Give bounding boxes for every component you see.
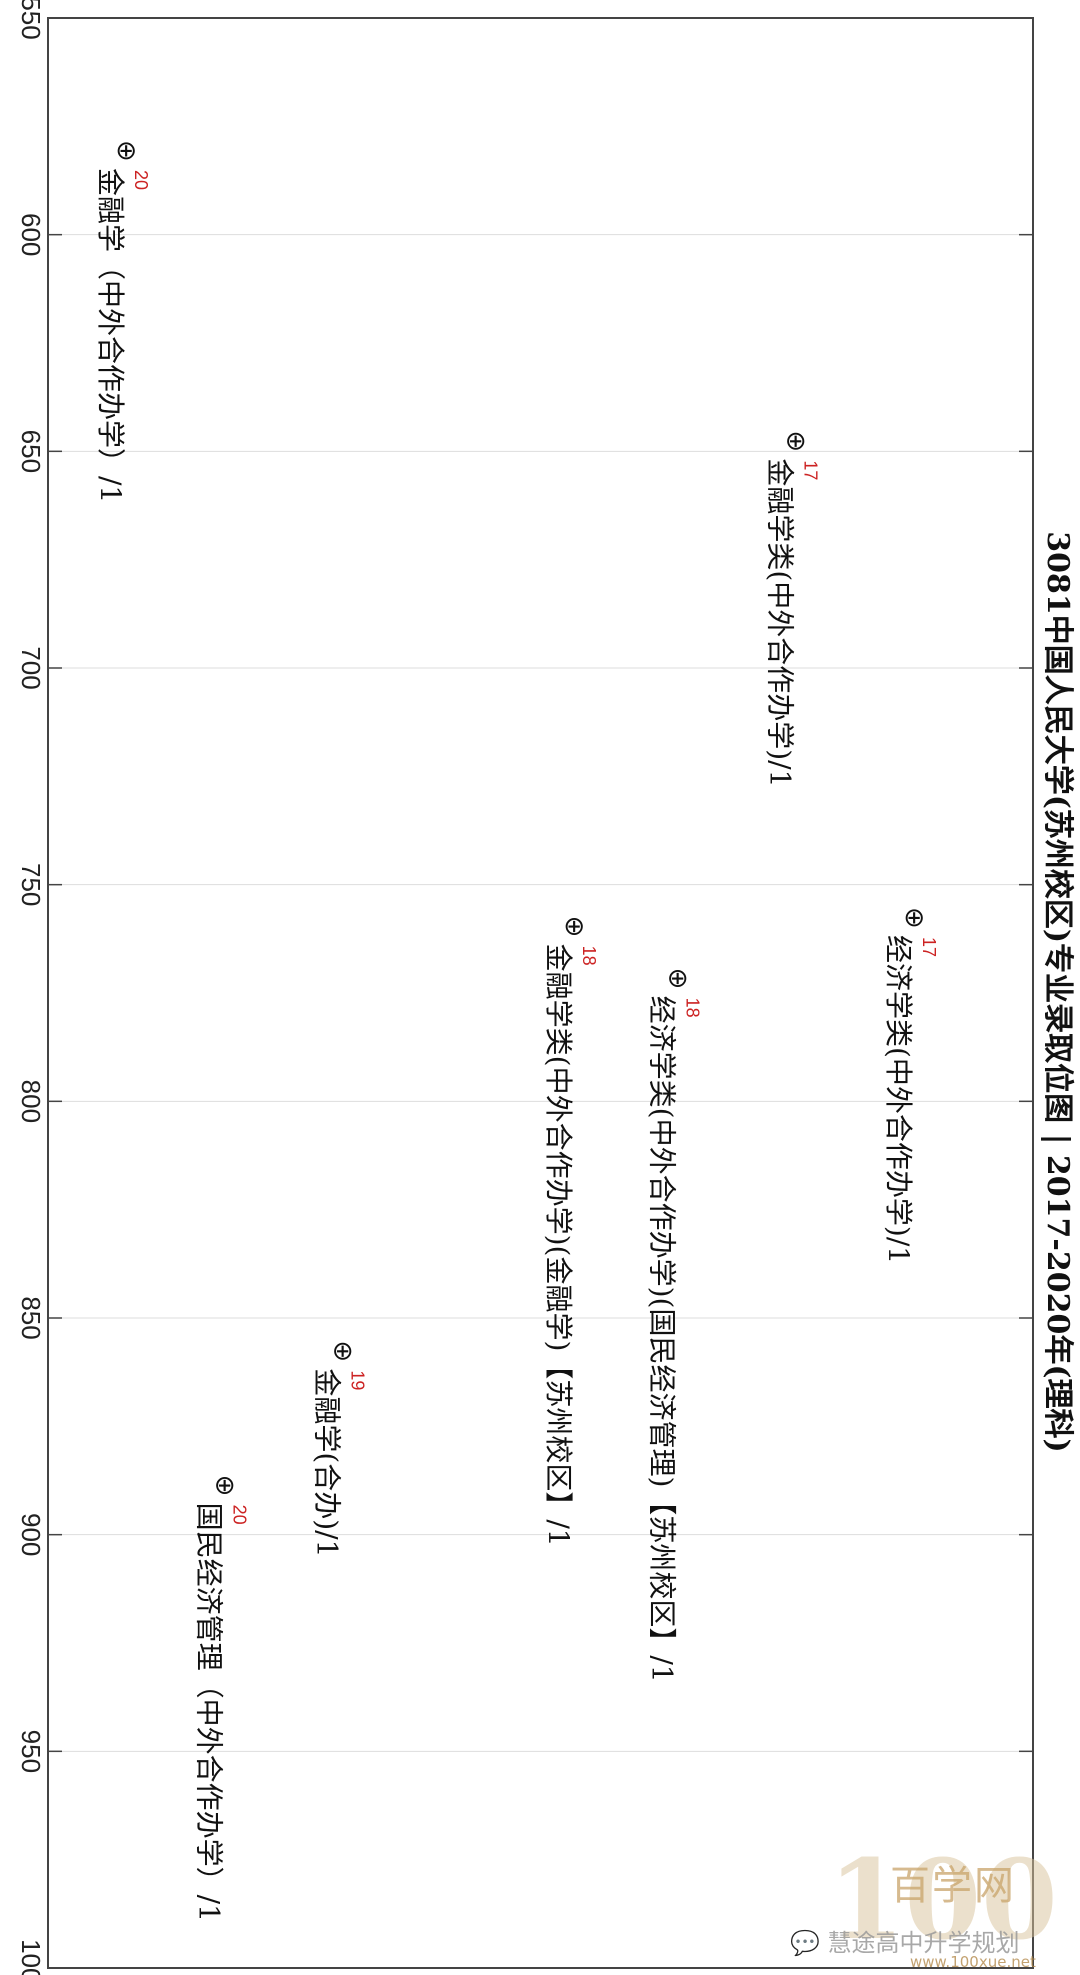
point-label: 金融学(合办)/1 — [311, 1368, 344, 1557]
point-marker: ⊕ — [662, 968, 692, 990]
watermark-logo: 100 — [828, 1835, 1058, 1964]
watermark-subtitle-text: 慧途高中升学规划 — [827, 1929, 1020, 1957]
point-year-label: 17 — [919, 937, 939, 957]
plot-frame — [47, 17, 1034, 1969]
y-tick-label: 750 — [16, 863, 46, 906]
y-tick-label: 600 — [16, 213, 46, 256]
point-label: 经济学类(中外合作办学)/1 — [882, 935, 915, 1264]
y-tick-label: 800 — [16, 1080, 46, 1123]
wechat-icon: 💬 — [790, 1929, 820, 1957]
point-marker: ⊕ — [559, 916, 589, 938]
chart-title: 3081中国人民大学(苏州校区)专业录取位图 | 2017-2020年(理科) — [1040, 531, 1075, 1453]
y-tick-label: 950 — [16, 1730, 46, 1773]
point-label: 金融学（中外合作办学）/1 — [94, 168, 127, 503]
y-tick-label: 900 — [16, 1513, 46, 1556]
watermark: 100 百学网 💬 慧途高中升学规划 www.100xue.net — [790, 1845, 1080, 1975]
point-year-label: 20 — [229, 1505, 249, 1525]
point-marker: ⊕ — [111, 140, 141, 162]
point-marker: ⊕ — [781, 430, 811, 452]
y-tick-label: 700 — [16, 646, 46, 689]
point-marker: ⊕ — [899, 907, 929, 929]
y-tick-label: 1000 — [16, 1939, 46, 1975]
point-marker: ⊕ — [328, 1340, 358, 1362]
point-label: 金融学类(中外合作办学)(金融学)【苏州校区】/1 — [542, 944, 575, 1547]
y-axis-ticks: 550 600 650 700 750 800 850 900 950 1000 — [16, 0, 1033, 1975]
watermark-brand: 百学网 — [890, 1863, 1016, 1909]
y-tick-label: 850 — [16, 1296, 46, 1339]
point-year-label: 18 — [682, 998, 702, 1018]
watermark-url: www.100xue.net — [910, 1953, 1036, 1971]
chart-title-group: 3081中国人民大学(苏州校区)专业录取位图 | 2017-2020年(理科) — [1040, 531, 1075, 1453]
point-label: 金融学类(中外合作办学)/1 — [764, 458, 797, 787]
point-year-label: 18 — [579, 946, 599, 966]
point-marker: ⊕ — [209, 1475, 239, 1497]
point-year-label: 17 — [801, 460, 821, 480]
point-year-label: 19 — [348, 1370, 368, 1390]
point-label: 经济学类(中外合作办学)(国民经济管理)【苏州校区】/1 — [645, 996, 678, 1683]
y-tick-label: 550 — [16, 0, 46, 40]
point-year-label: 20 — [131, 170, 151, 190]
point-label: 国民经济管理（中外合作办学）/1 — [192, 1503, 225, 1922]
watermark-subtitle: 💬 慧途高中升学规划 — [790, 1923, 1020, 1958]
y-tick-label: 650 — [16, 430, 46, 473]
